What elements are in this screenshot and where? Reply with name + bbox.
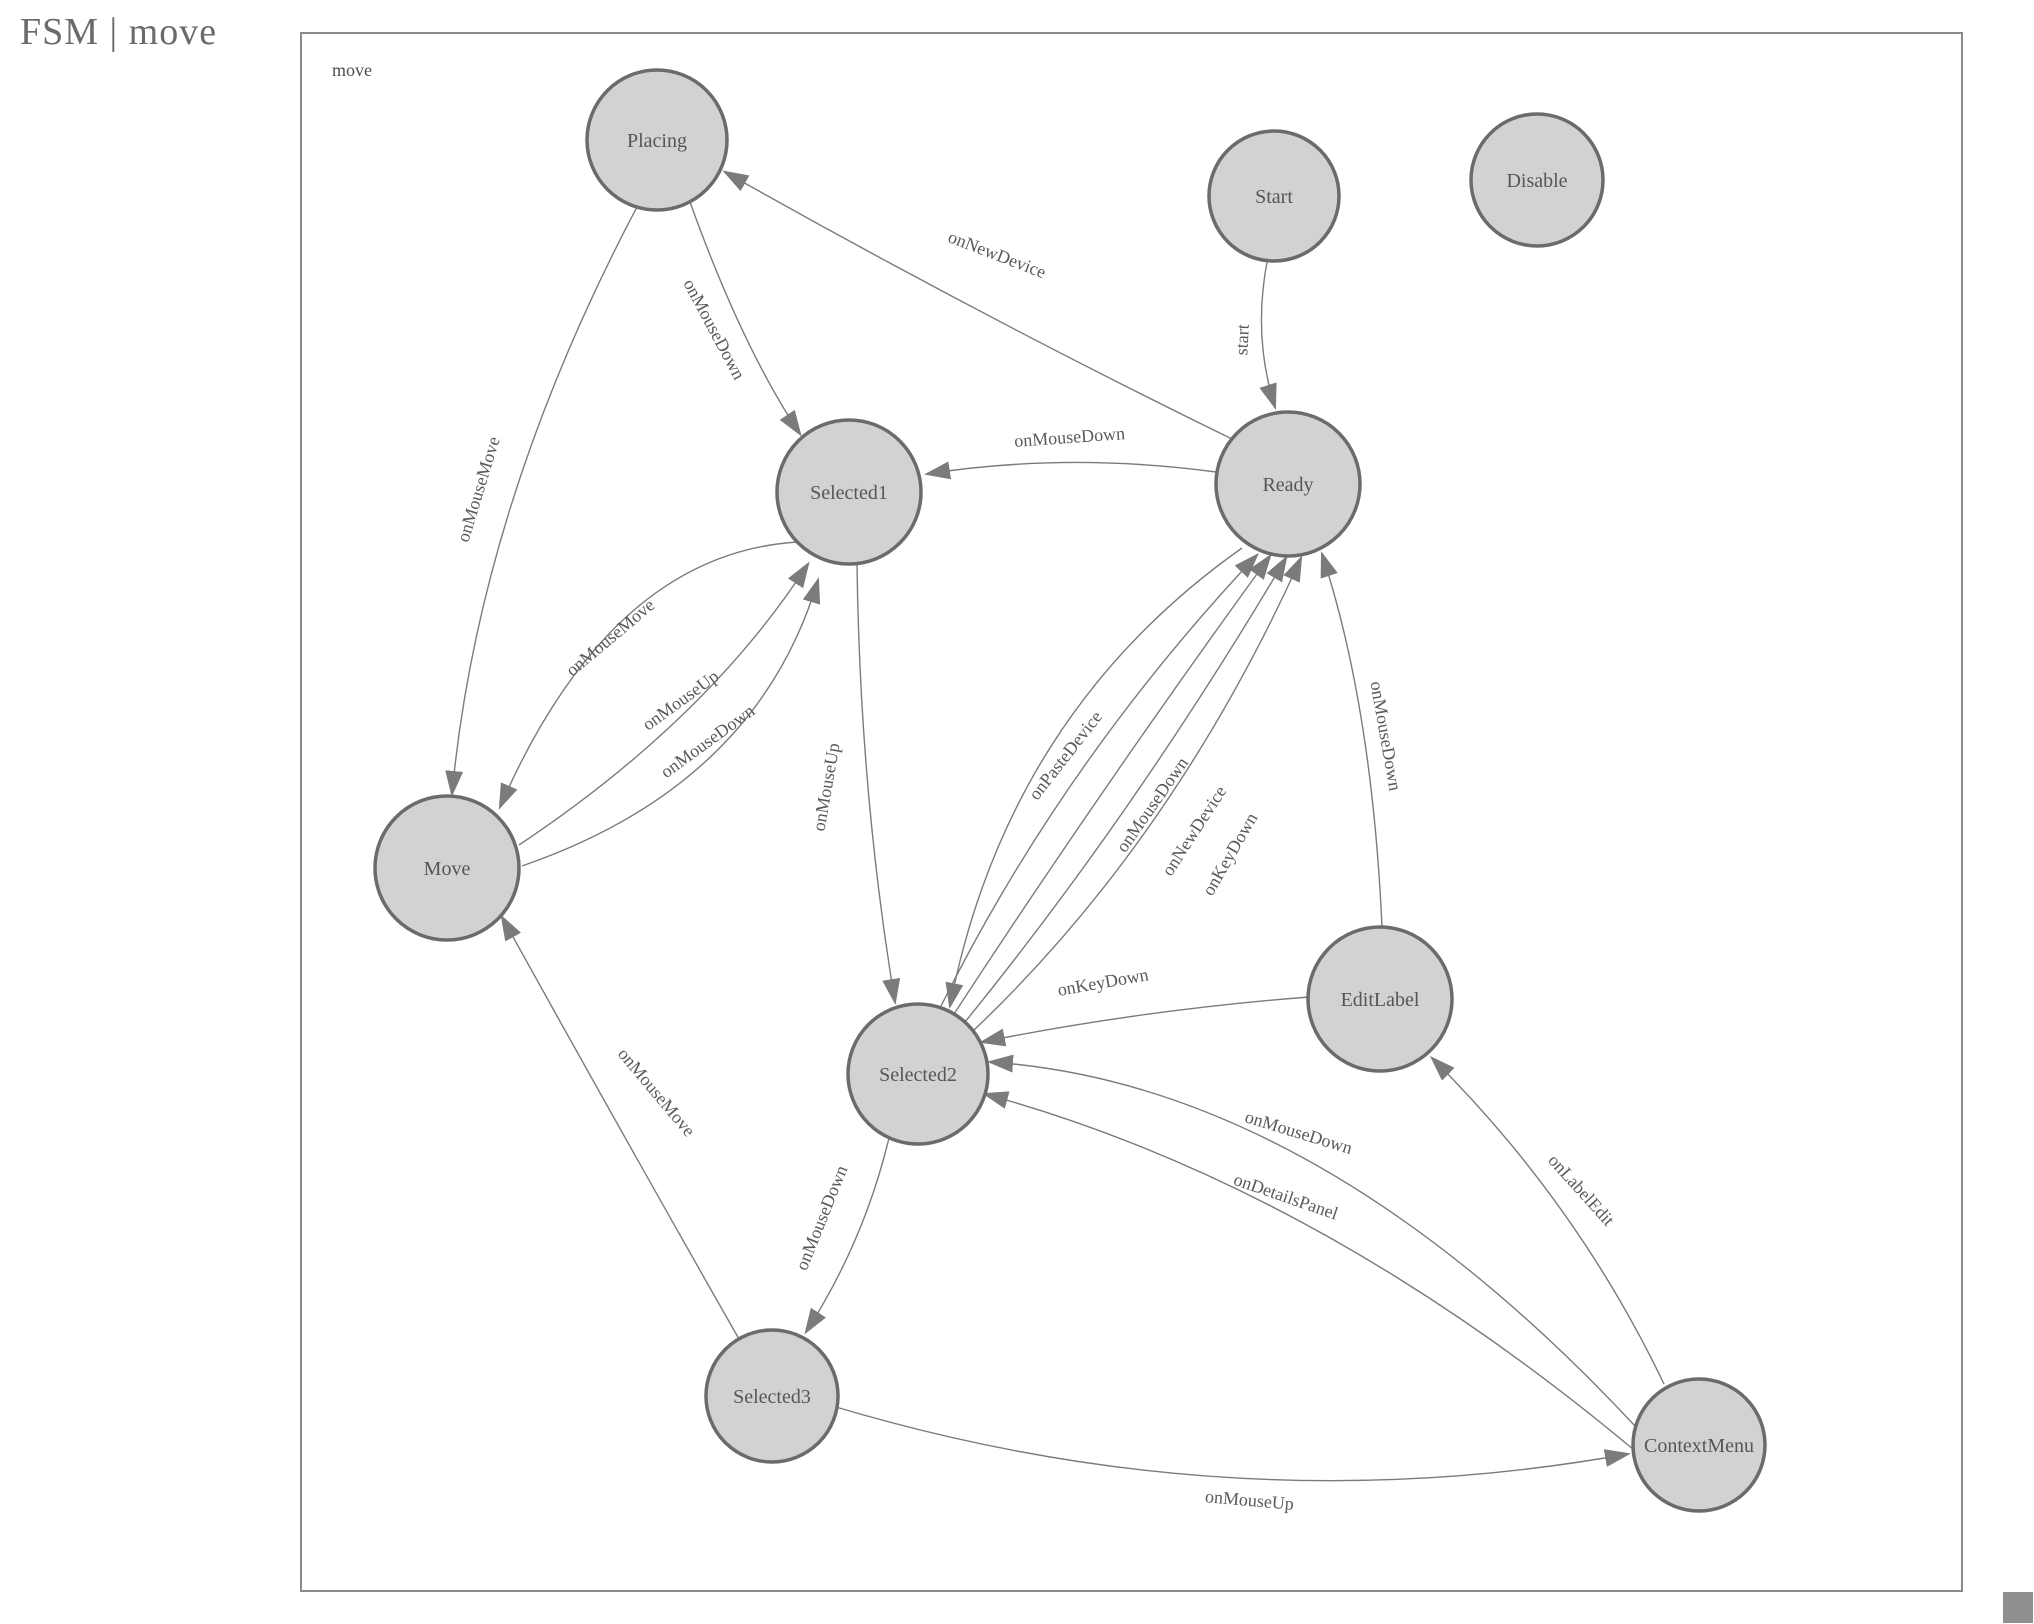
page-title: FSM | move (20, 11, 218, 53)
edge-label-onNewDevice: onNewDevice (946, 227, 1049, 283)
edge-Ready-Selected2[interactable] (945, 547, 1243, 1009)
node-Selected3[interactable] (704, 1328, 840, 1464)
edge-Move-Selected1[interactable] (521, 577, 821, 867)
edge-Selected2-Ready[interactable] (964, 555, 1288, 1023)
edge-label-onKeyDown: onKeyDown (1056, 964, 1150, 1000)
edge-label-onPasteDevice: onPasteDevice (1024, 707, 1106, 804)
edge-Selected2-Ready[interactable] (973, 555, 1303, 1031)
node-Move[interactable] (373, 794, 521, 942)
node-label-Selected1: Selected1 (810, 482, 888, 504)
edge-label-onMouseMove: onMouseMove (614, 1044, 699, 1140)
node-label-Selected2: Selected2 (879, 1064, 957, 1086)
node-Start[interactable] (1207, 129, 1341, 263)
node-ContextMenu[interactable] (1631, 1377, 1767, 1513)
edge-label-onMouseMove: onMouseMove (562, 595, 658, 680)
edge-label-onMouseUp: onMouseUp (809, 741, 844, 832)
edge-Ready-Placing[interactable] (722, 170, 1233, 440)
edge-Selected2-Ready[interactable] (953, 553, 1272, 1015)
edge-label-onMouseDown: onMouseDown (1366, 680, 1405, 793)
edge-label-onMouseUp: onMouseUp (639, 666, 723, 734)
resize-corner-handle[interactable] (2003, 1592, 2033, 1623)
edge-label-start: start (1231, 324, 1253, 356)
node-Selected1[interactable] (775, 418, 923, 566)
node-Ready[interactable] (1214, 410, 1362, 558)
node-label-Move: Move (424, 858, 471, 880)
edge-label-onMouseMove: onMouseMove (453, 434, 504, 544)
edge-label-onLabelEdit: onLabelEdit (1544, 1150, 1618, 1230)
edge-EditLabel-Selected2[interactable] (979, 996, 1310, 1047)
edge-ContextMenu-Selected2[interactable] (987, 1054, 1636, 1427)
edge-label-onMouseDown: onMouseDown (679, 275, 749, 382)
node-label-Ready: Ready (1262, 474, 1313, 496)
edge-label-onMouseDown: onMouseDown (1243, 1106, 1355, 1158)
node-Placing[interactable] (585, 68, 729, 212)
node-label-EditLabel: EditLabel (1341, 989, 1420, 1011)
edge-label-onMouseUp: onMouseUp (1204, 1486, 1294, 1514)
edge-Selected1-Selected2[interactable] (856, 563, 901, 1005)
edge-Placing-Move[interactable] (445, 206, 638, 797)
edge-ContextMenu-EditLabel[interactable] (1429, 1055, 1665, 1385)
node-EditLabel[interactable] (1306, 925, 1454, 1073)
canvas-label: move (332, 60, 372, 80)
node-label-Start: Start (1255, 186, 1293, 208)
edge-Selected2-Selected3[interactable] (804, 1137, 890, 1335)
edge-Start-Ready[interactable] (1259, 256, 1277, 410)
node-Disable[interactable] (1469, 112, 1605, 248)
edge-Selected1-Move[interactable] (498, 541, 798, 810)
edge-Selected3-ContextMenu[interactable] (835, 1406, 1631, 1482)
edge-Move-Selected1[interactable] (518, 561, 810, 846)
edge-Selected3-Move[interactable] (500, 914, 740, 1340)
node-label-Disable: Disable (1506, 170, 1567, 192)
edge-label-onMouseDown: onMouseDown (1014, 423, 1126, 451)
edge-Ready-Selected1[interactable] (924, 461, 1217, 480)
node-label-Selected3: Selected3 (733, 1386, 811, 1408)
edge-Selected2-Ready[interactable] (939, 552, 1260, 1009)
fsm-canvas: start onNewDevice onMouseDown onMouseMove on… (300, 32, 1963, 1592)
node-label-ContextMenu: ContextMenu (1644, 1435, 1754, 1457)
edge-ContextMenu-Selected2[interactable] (982, 1091, 1635, 1451)
edge-label-onMouseDown: onMouseDown (791, 1163, 851, 1273)
edge-Placing-Selected1[interactable] (689, 201, 802, 437)
node-label-Placing: Placing (627, 130, 687, 152)
node-Selected2[interactable] (846, 1002, 990, 1146)
edge-EditLabel-Ready[interactable] (1320, 551, 1383, 928)
edge-label-onDetailsPanel: onDetailsPanel (1231, 1169, 1341, 1223)
